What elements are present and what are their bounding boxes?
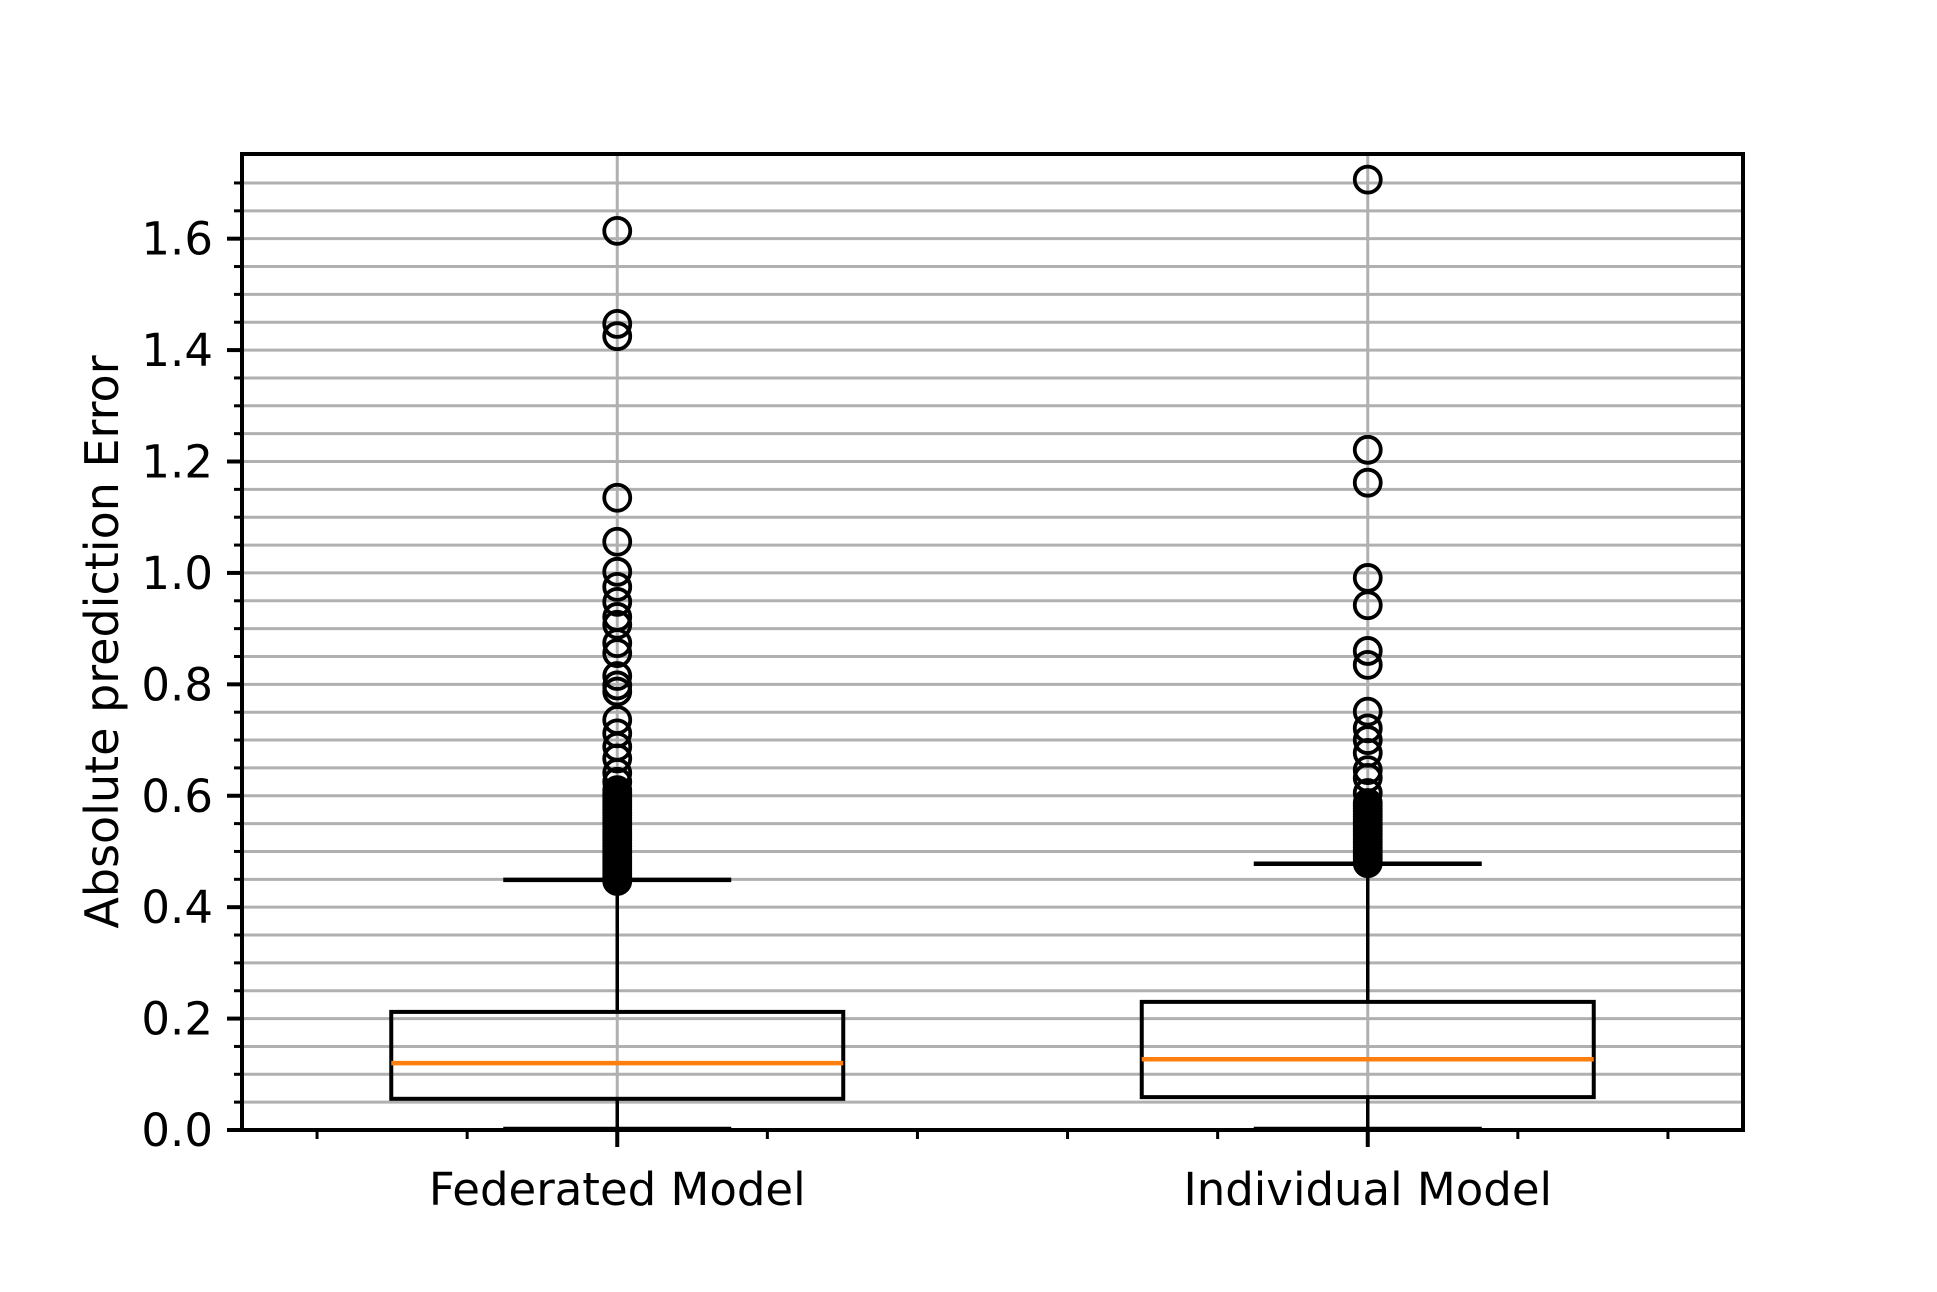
y-tick-label: 0.6 bbox=[141, 770, 213, 823]
y-tick-label: 0.8 bbox=[141, 658, 213, 711]
outlier-point bbox=[1352, 725, 1383, 755]
outlier-point bbox=[1352, 164, 1383, 195]
outlier-point bbox=[1352, 434, 1383, 465]
outlier-point bbox=[602, 556, 633, 587]
outlier-point bbox=[1352, 755, 1383, 786]
y-tick-label: 1.4 bbox=[141, 324, 213, 377]
outlier-point bbox=[602, 676, 633, 707]
outlier-point bbox=[602, 482, 633, 513]
outlier-point bbox=[602, 743, 633, 774]
outlier-point bbox=[602, 866, 633, 896]
y-tick-label: 1.2 bbox=[141, 436, 213, 489]
grid-layer bbox=[242, 154, 1743, 1130]
y-tick-label: 0.2 bbox=[141, 993, 213, 1046]
outlier-point bbox=[1352, 848, 1383, 879]
x-category-label: Federated Model bbox=[429, 1163, 806, 1216]
outlier-point bbox=[602, 309, 633, 339]
outlier-point bbox=[602, 571, 633, 602]
x-category-label: Individual Model bbox=[1183, 1163, 1552, 1216]
outlier-point bbox=[602, 321, 633, 352]
y-tick-label: 0.4 bbox=[141, 881, 213, 934]
outlier-point bbox=[1352, 696, 1383, 727]
iqr-box bbox=[1139, 999, 1596, 1100]
axes-frame bbox=[240, 152, 1745, 1132]
outlier-point bbox=[1352, 649, 1383, 680]
outlier-point bbox=[1352, 590, 1383, 621]
outlier-point bbox=[1352, 467, 1383, 498]
y-tick-label: 1.0 bbox=[141, 547, 213, 600]
outlier-point bbox=[602, 215, 633, 246]
outlier-point bbox=[602, 638, 633, 669]
ticks-layer: 0.0 0.2 0.4 0.6 0.8 1.0 1.2 1.4 1.6 Federated Mod… bbox=[141, 181, 1670, 1216]
outlier-point bbox=[602, 661, 633, 691]
outlier-point bbox=[602, 586, 633, 617]
outlier-point bbox=[602, 526, 633, 557]
outliers-individual-model bbox=[1352, 164, 1383, 879]
outlier-point bbox=[1352, 636, 1383, 666]
y-tick-label: 1.6 bbox=[141, 213, 213, 266]
y-axis-label: Absolute prediction Error bbox=[75, 355, 129, 928]
outlier-point bbox=[602, 628, 633, 659]
iqr-box bbox=[389, 1009, 846, 1101]
outliers-federated-model bbox=[602, 215, 633, 896]
y-tick-label: 0.0 bbox=[141, 1104, 213, 1157]
boxplot-federated-model bbox=[389, 215, 846, 1132]
outlier-point bbox=[602, 609, 633, 640]
